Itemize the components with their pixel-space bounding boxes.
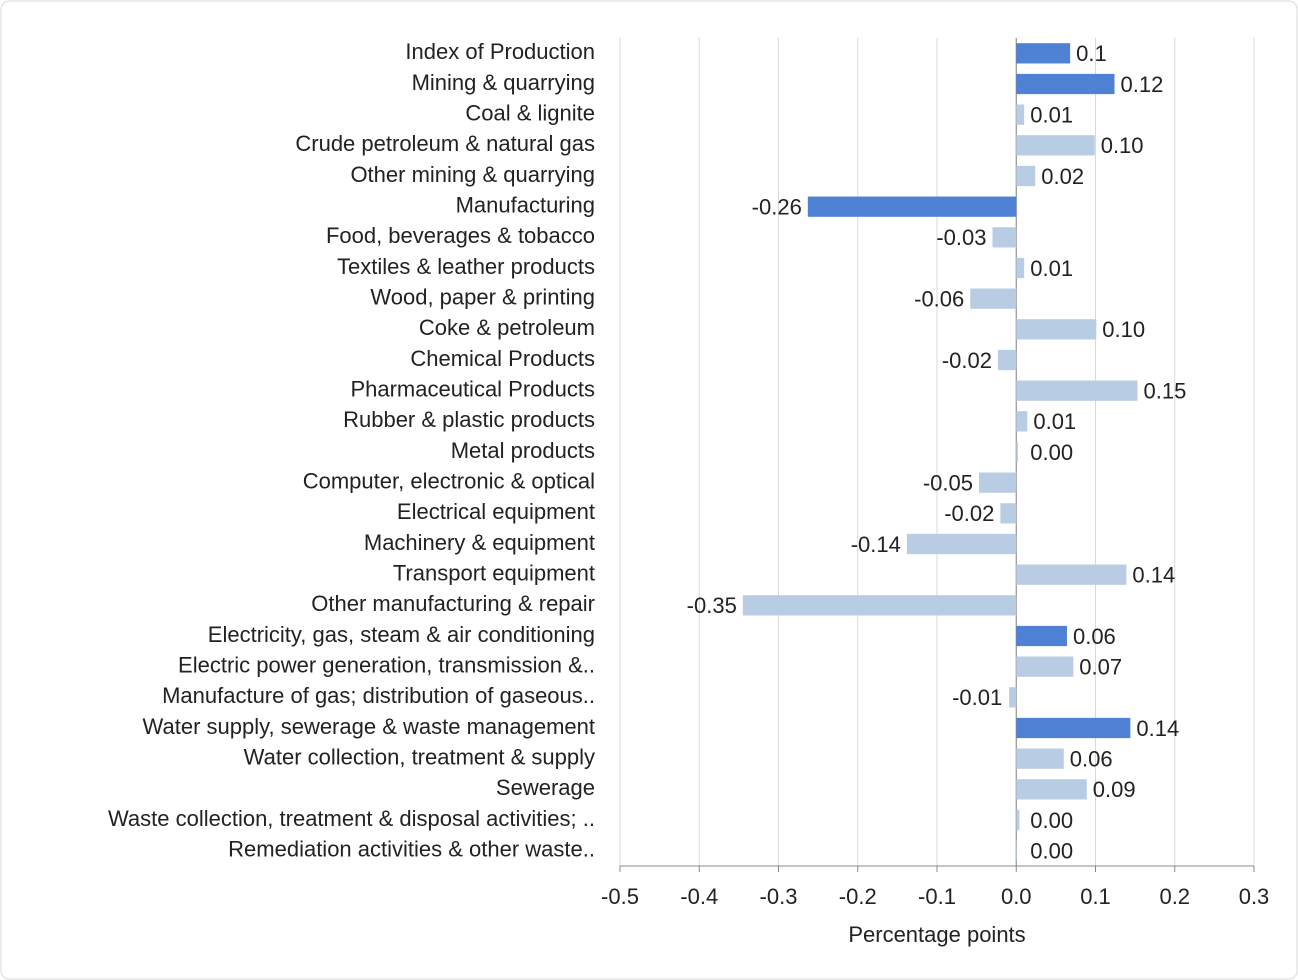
bar (906, 533, 1017, 555)
y-tick-label: Water collection, treatment & supply (244, 744, 595, 769)
x-tick-label: -0.1 (918, 884, 956, 909)
data-label: -0.05 (923, 470, 973, 495)
y-tick-label: Rubber & plastic products (343, 407, 595, 432)
bar (1016, 717, 1131, 739)
x-axis-title: Percentage points (848, 922, 1025, 947)
data-label: 0.14 (1132, 562, 1175, 587)
bar (979, 472, 1017, 493)
y-tick-label: Textiles & leather products (337, 254, 595, 279)
y-tick-label: Electric power generation, transmission … (178, 652, 595, 677)
y-tick-label: Crude petroleum & natural gas (295, 131, 595, 156)
bar (1016, 104, 1025, 125)
data-label: 0.10 (1101, 133, 1144, 158)
data-label: -0.03 (936, 225, 986, 250)
bar (742, 595, 1017, 616)
data-label: 0.02 (1041, 164, 1084, 189)
y-tick-label: Chemical Products (410, 346, 595, 371)
y-tick-label: Machinery & equipment (364, 530, 595, 555)
y-tick-label: Manufacture of gas; distribution of gase… (162, 683, 595, 708)
bar (1016, 165, 1036, 187)
bar (1016, 380, 1138, 401)
y-tick-label: Other manufacturing & repair (311, 591, 595, 616)
data-label: -0.06 (914, 286, 964, 311)
data-label: 0.01 (1030, 256, 1073, 281)
y-tick-label: Other mining & quarrying (350, 162, 595, 187)
bar (1016, 748, 1064, 769)
data-label: 0.01 (1030, 102, 1073, 127)
bar (1016, 257, 1025, 279)
data-label: 0.00 (1030, 808, 1073, 833)
bar (1016, 441, 1018, 463)
x-tick-label: 0.0 (1001, 884, 1032, 909)
y-tick-label: Food, beverages & tobacco (326, 223, 595, 248)
y-tick-label: Mining & quarrying (412, 70, 595, 95)
bar (1016, 564, 1127, 585)
data-label: 0.07 (1079, 654, 1122, 679)
data-label: 0.06 (1073, 624, 1116, 649)
y-tick-label: Coal & lignite (465, 100, 595, 125)
y-tick-label: Index of Production (405, 39, 595, 64)
bar (970, 288, 1017, 309)
y-tick-label: Electrical equipment (397, 499, 595, 524)
y-tick-label: Wood, paper & printing (370, 284, 595, 309)
data-label: 0.1 (1076, 41, 1107, 66)
bar (1016, 656, 1074, 677)
x-tick-label: -0.3 (760, 884, 798, 909)
data-label: 0.12 (1121, 72, 1164, 97)
data-label: 0.01 (1033, 409, 1076, 434)
x-tick-label: 0.2 (1159, 884, 1190, 909)
data-label: -0.02 (942, 348, 992, 373)
x-tick-label: -0.5 (601, 884, 639, 909)
data-label: -0.14 (851, 532, 901, 557)
bar (807, 196, 1017, 217)
y-tick-label: Manufacturing (456, 192, 595, 217)
data-label: 0.14 (1136, 716, 1179, 741)
bar (1016, 73, 1115, 95)
bar (1016, 319, 1097, 340)
bar (1016, 840, 1018, 861)
y-tick-label: Coke & petroleum (419, 315, 595, 340)
bar (1016, 43, 1071, 64)
y-tick-label: Remediation activities & other waste.. (228, 836, 595, 861)
bar (1016, 779, 1087, 800)
data-label: 0.10 (1102, 317, 1145, 342)
bar (1000, 503, 1017, 524)
data-label: 0.09 (1093, 777, 1136, 802)
y-tick-label: Transport equipment (393, 560, 595, 585)
data-label: -0.26 (752, 194, 802, 219)
bar (1016, 625, 1067, 647)
bar (1016, 809, 1020, 831)
x-tick-label: 0.3 (1239, 884, 1270, 909)
data-label: -0.02 (944, 501, 994, 526)
y-tick-label: Waste collection, treatment & disposal a… (108, 806, 595, 831)
y-tick-label: Electricity, gas, steam & air conditioni… (208, 622, 595, 647)
data-label: 0.00 (1030, 838, 1073, 863)
y-tick-label: Water supply, sewerage & waste managemen… (143, 714, 595, 739)
y-tick-label: Metal products (451, 438, 595, 463)
data-label: -0.01 (952, 685, 1002, 710)
x-tick-label: -0.2 (839, 884, 877, 909)
y-tick-label: Sewerage (496, 775, 595, 800)
bar (1016, 135, 1095, 156)
x-tick-label: 0.1 (1080, 884, 1111, 909)
x-tick-label: -0.4 (680, 884, 718, 909)
data-label: 0.00 (1030, 440, 1073, 465)
bar (1016, 411, 1028, 432)
bar (1009, 687, 1017, 708)
data-label: 0.06 (1070, 746, 1113, 771)
y-tick-label: Pharmaceutical Products (350, 376, 595, 401)
data-label: 0.15 (1144, 378, 1187, 403)
data-label: -0.35 (687, 593, 737, 618)
bar (992, 227, 1017, 248)
bar (998, 349, 1017, 371)
y-tick-label: Computer, electronic & optical (303, 468, 595, 493)
